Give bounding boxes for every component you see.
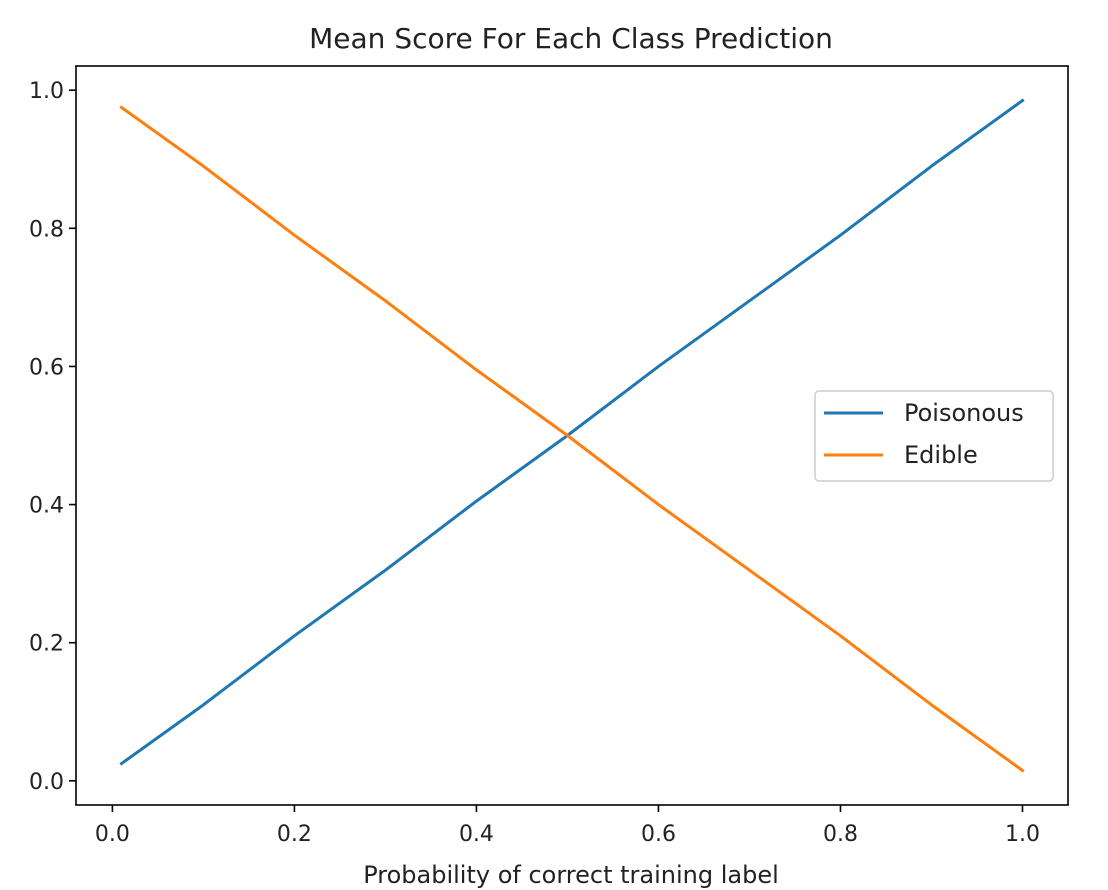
x-tick-label: 0.6 xyxy=(641,822,676,847)
x-tick-label: 0.4 xyxy=(459,822,494,847)
legend-label-poisonous: Poisonous xyxy=(904,399,1024,427)
series-lines xyxy=(119,98,1025,773)
legend-label-edible: Edible xyxy=(904,441,978,469)
series-line-edible xyxy=(119,105,1025,773)
y-tick-label: 0.2 xyxy=(29,632,64,657)
y-tick-label: 0.0 xyxy=(29,770,64,795)
y-tick-label: 0.6 xyxy=(29,355,64,380)
legend: Poisonous Edible xyxy=(814,390,1054,482)
x-tick-label: 0.2 xyxy=(277,822,312,847)
x-tick-label: 0.8 xyxy=(823,822,858,847)
y-axis: 0.0 0.2 0.4 0.6 0.8 1.0 xyxy=(29,79,76,795)
chart-title: Mean Score For Each Class Prediction xyxy=(309,22,833,55)
x-axis: 0.0 0.2 0.4 0.6 0.8 1.0 xyxy=(95,805,1040,847)
y-tick-label: 0.4 xyxy=(29,494,64,519)
plot-area-frame xyxy=(75,65,1069,806)
y-tick-label: 0.8 xyxy=(29,217,64,242)
x-axis-label: Probability of correct training label xyxy=(363,861,779,889)
x-tick-label: 1.0 xyxy=(1005,822,1040,847)
y-tick-label: 1.0 xyxy=(29,79,64,104)
x-tick-label: 0.0 xyxy=(95,822,130,847)
